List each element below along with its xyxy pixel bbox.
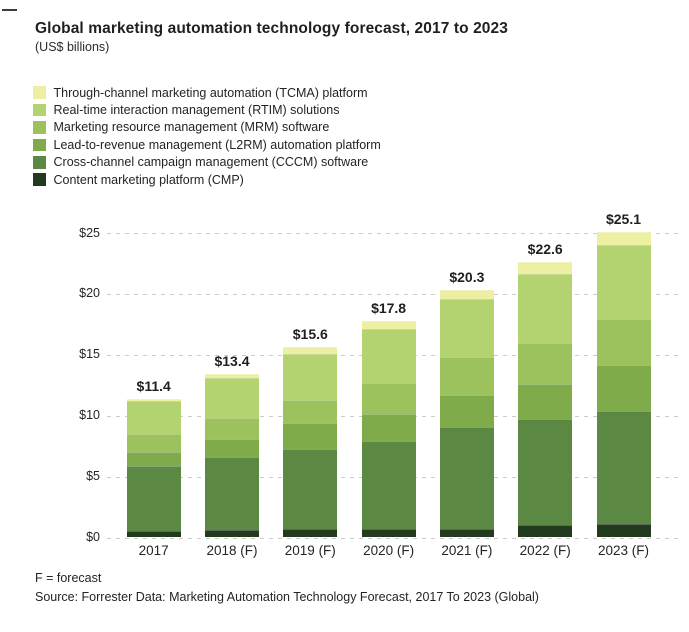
legend-label: Cross-channel campaign management (CCCM)… (53, 155, 369, 170)
bar-segment (205, 377, 259, 419)
bar-segment (205, 530, 259, 538)
bar-segment (283, 422, 338, 449)
bar-segment (439, 298, 494, 358)
y-axis-label: $25 (79, 225, 100, 240)
chart-title: Global marketing automation technology f… (35, 20, 508, 37)
bar-segment (439, 357, 494, 395)
bar-value-label: $20.3 (449, 269, 485, 286)
legend-label: Lead-to-revenue management (L2RM) automa… (53, 137, 381, 152)
x-axis-label: 2023 (F) (597, 543, 650, 558)
stacked-bar-2018 (205, 374, 259, 538)
bar-segment (283, 528, 338, 538)
stacked-bar-2019 (283, 347, 338, 538)
bar-segment (596, 410, 651, 525)
bar-value-label: $22.6 (527, 241, 563, 258)
bar-segment (518, 262, 573, 275)
bar-segment (518, 274, 573, 343)
x-axis-label: 2022 (F) (519, 543, 571, 558)
bar-segment (205, 374, 259, 378)
y-axis-label: $5 (86, 469, 100, 484)
legend-label: Real-time interaction management (RTIM) … (53, 103, 340, 118)
bar-segment (596, 231, 651, 246)
bar-segment (126, 401, 181, 434)
bar-segment (283, 347, 338, 354)
bar-segment (126, 452, 181, 466)
x-axis-label: 2018 (F) (206, 543, 258, 558)
legend-label: Marketing resource management (MRM) soft… (53, 120, 330, 135)
legend-label: Through-channel marketing automation (TC… (53, 85, 368, 100)
chart-subtitle: (US$ billions) (35, 40, 110, 54)
bar-segment (126, 465, 181, 532)
bar-segment (439, 426, 494, 529)
bar-segment (283, 353, 338, 400)
top-left-mark (2, 9, 17, 11)
x-axis-label: 2021 (F) (441, 543, 493, 558)
y-axis-label: $0 (86, 530, 100, 544)
stacked-bar-2017 (126, 398, 181, 538)
legend: Through-channel marketing automation (TC… (33, 84, 381, 188)
bar-segment (596, 364, 651, 411)
bar-segment (283, 448, 338, 529)
bar-segment (361, 320, 416, 330)
bar-segment (205, 438, 259, 458)
bar-segment (518, 525, 573, 538)
bar-segment (126, 531, 181, 538)
y-axis-label: $15 (79, 347, 100, 362)
legend-label: Content marketing platform (CMP) (53, 172, 244, 187)
x-axis-label: 2019 (F) (284, 543, 336, 558)
bar-segment (439, 528, 494, 538)
bar-value-label: $15.6 (292, 326, 328, 343)
legend-item: Content marketing platform (CMP) (33, 171, 381, 188)
bar-segment (596, 245, 651, 320)
gridline (107, 293, 681, 295)
bar-segment (361, 329, 416, 383)
forecast-footnote: F = forecast (35, 571, 102, 585)
legend-item: Real-time interaction management (RTIM) … (33, 101, 381, 118)
bar-segment (596, 524, 651, 538)
bar-segment (361, 414, 416, 442)
bar-segment (205, 418, 259, 439)
legend-swatch (33, 156, 46, 169)
legend-swatch (33, 121, 46, 134)
gridline (107, 233, 681, 234)
bar-segment (126, 433, 181, 453)
bar-value-label: $17.8 (371, 299, 407, 316)
legend-swatch (33, 103, 46, 117)
bar-segment (518, 342, 573, 384)
bar-segment (205, 457, 259, 531)
gridline (107, 537, 681, 539)
bar-segment (126, 398, 181, 402)
legend-item: Through-channel marketing automation (TC… (33, 84, 381, 101)
bar-segment (439, 290, 494, 299)
legend-item: Lead-to-revenue management (L2RM) automa… (33, 136, 381, 153)
legend-swatch (33, 173, 46, 186)
bar-segment (596, 319, 651, 365)
bar-value-label: $11.4 (136, 377, 171, 394)
bar-segment (518, 419, 573, 526)
stacked-bar-2021 (439, 290, 494, 538)
legend-item: Cross-channel campaign management (CCCM)… (33, 154, 381, 171)
stacked-bar-2020 (361, 320, 416, 538)
bar-segment (518, 384, 573, 420)
bar-segment (361, 441, 416, 529)
stacked-bar-2023 (596, 231, 651, 538)
y-axis-label: $20 (79, 286, 100, 301)
legend-swatch (33, 86, 46, 99)
legend-item: Marketing resource management (MRM) soft… (33, 119, 381, 136)
stacked-bar-2022 (518, 262, 573, 538)
y-axis-label: $10 (79, 408, 100, 423)
bar-segment (361, 528, 416, 538)
bar-value-label: $25.1 (605, 210, 642, 227)
source-line: Source: Forrester Data: Marketing Automa… (35, 590, 539, 604)
bar-segment (283, 399, 338, 423)
legend-swatch (33, 138, 46, 152)
bar-value-label: $13.4 (214, 353, 250, 370)
bar-segment (361, 382, 416, 415)
x-axis-label: 2017 (138, 543, 169, 558)
x-axis-label: 2020 (F) (363, 543, 415, 558)
bar-segment (439, 394, 494, 427)
